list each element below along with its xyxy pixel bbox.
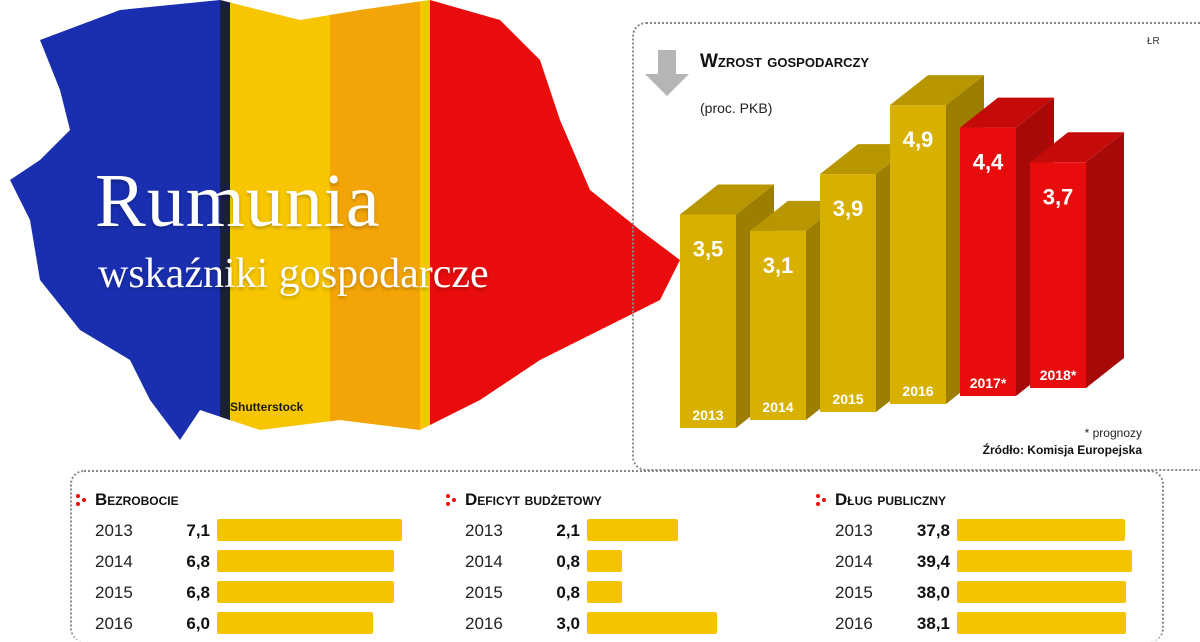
value-label: 38,0 bbox=[916, 583, 950, 602]
growth-year-label: 2015 bbox=[832, 391, 863, 407]
value-label: 0,8 bbox=[556, 552, 580, 571]
growth-value-label: 3,1 bbox=[763, 253, 794, 278]
forecast-footnote: * prognozy bbox=[1084, 426, 1142, 440]
value-label: 37,8 bbox=[916, 521, 950, 540]
growth-year-label: 2016 bbox=[902, 383, 933, 399]
indicator-row: 2016 3,0 bbox=[445, 607, 785, 638]
year-label: 2014 bbox=[835, 552, 873, 571]
indicator-row: 2015 38,0 bbox=[815, 576, 1155, 607]
year-label: 2013 bbox=[95, 521, 133, 540]
growth-year-label: 2017* bbox=[970, 375, 1007, 391]
value-bar bbox=[957, 612, 1126, 634]
bullet-icon bbox=[76, 494, 86, 506]
year-label: 2014 bbox=[95, 552, 133, 571]
romania-flag-map bbox=[10, 0, 680, 440]
growth-chart-subtitle: (proc. PKB) bbox=[700, 100, 773, 116]
value-label: 7,1 bbox=[186, 521, 210, 540]
indicator-row: 2016 6,0 bbox=[75, 607, 415, 638]
value-label: 2,1 bbox=[556, 521, 580, 540]
indicator-row: 2014 6,8 bbox=[75, 545, 415, 576]
value-bar bbox=[957, 581, 1126, 603]
bullet-icon bbox=[446, 494, 456, 506]
unemployment-title: Bezrobocie bbox=[95, 490, 179, 509]
year-label: 2013 bbox=[465, 521, 503, 540]
year-label: 2015 bbox=[95, 583, 133, 602]
public-debt-title: Dług publiczny bbox=[835, 490, 946, 509]
growth-value-label: 4,9 bbox=[903, 127, 934, 152]
value-bar bbox=[587, 550, 622, 572]
year-label: 2015 bbox=[835, 583, 873, 602]
public-debt-chart: Dług publiczny 2013 37,8 2014 39,4 2015 38,0 2… bbox=[815, 490, 1155, 638]
indicator-row: 2013 7,1 bbox=[75, 514, 415, 545]
value-label: 38,1 bbox=[916, 614, 950, 633]
budget-deficit-title: Deficyt budżetowy bbox=[465, 490, 602, 509]
value-bar bbox=[217, 519, 402, 541]
value-bar bbox=[957, 550, 1132, 572]
budget-deficit-chart: Deficyt budżetowy 2013 2,1 2014 0,8 2015 0,8 2… bbox=[445, 490, 785, 638]
indicator-row: 2015 6,8 bbox=[75, 576, 415, 607]
value-bar bbox=[217, 581, 394, 603]
value-label: 3,0 bbox=[556, 614, 580, 633]
down-arrow-icon bbox=[645, 50, 689, 96]
value-bar bbox=[217, 550, 394, 572]
year-label: 2016 bbox=[95, 614, 133, 633]
page-title: Rumunia bbox=[95, 159, 381, 243]
indicator-row: 2014 0,8 bbox=[445, 545, 785, 576]
value-bar bbox=[587, 581, 622, 603]
growth-value-label: 3,7 bbox=[1043, 184, 1074, 209]
year-label: 2016 bbox=[465, 614, 503, 633]
value-label: 6,0 bbox=[186, 614, 210, 633]
indicators-panel-frame bbox=[70, 470, 1164, 642]
value-label: 6,8 bbox=[186, 583, 210, 602]
page-subtitle: wskaźniki gospodarcze bbox=[98, 251, 489, 297]
indicator-row: 2015 0,8 bbox=[445, 576, 785, 607]
year-label: 2016 bbox=[835, 614, 873, 633]
indicator-row: 2013 2,1 bbox=[445, 514, 785, 545]
growth-value-label: 3,5 bbox=[693, 237, 724, 262]
growth-year-label: 2013 bbox=[692, 407, 723, 423]
data-source: Źródło: Komisja Europejska bbox=[982, 443, 1142, 457]
value-label: 6,8 bbox=[186, 552, 210, 571]
indicator-row: 2013 37,8 bbox=[815, 514, 1155, 545]
growth-bar-5 bbox=[1030, 132, 1124, 388]
value-bar bbox=[957, 519, 1125, 541]
value-bar bbox=[587, 612, 717, 634]
year-label: 2015 bbox=[465, 583, 503, 602]
growth-bar-chart: 3,5 2013 3,1 2014 3,9 2015 4,9 2016 4,4 2017* 3,7 2… bbox=[680, 75, 1124, 428]
growth-value-label: 4,4 bbox=[973, 150, 1004, 175]
value-label: 0,8 bbox=[556, 583, 580, 602]
growth-value-label: 3,9 bbox=[833, 196, 864, 221]
growth-year-label: 2018* bbox=[1040, 367, 1077, 383]
year-label: 2014 bbox=[465, 552, 503, 571]
value-bar bbox=[587, 519, 678, 541]
value-bar bbox=[217, 612, 373, 634]
indicator-row: 2014 39,4 bbox=[815, 545, 1155, 576]
value-label: 39,4 bbox=[916, 552, 950, 571]
indicator-row: 2016 38,1 bbox=[815, 607, 1155, 638]
year-label: 2013 bbox=[835, 521, 873, 540]
bullet-icon bbox=[816, 494, 826, 506]
growth-year-label: 2014 bbox=[762, 399, 793, 415]
photo-credit: Shutterstock bbox=[230, 400, 304, 414]
growth-chart-title: Wzrost gospodarczy bbox=[700, 51, 870, 72]
author-initials: ŁR bbox=[1147, 36, 1160, 47]
unemployment-chart: Bezrobocie 2013 7,1 2014 6,8 2015 6,8 2016 6,0 bbox=[75, 490, 415, 638]
